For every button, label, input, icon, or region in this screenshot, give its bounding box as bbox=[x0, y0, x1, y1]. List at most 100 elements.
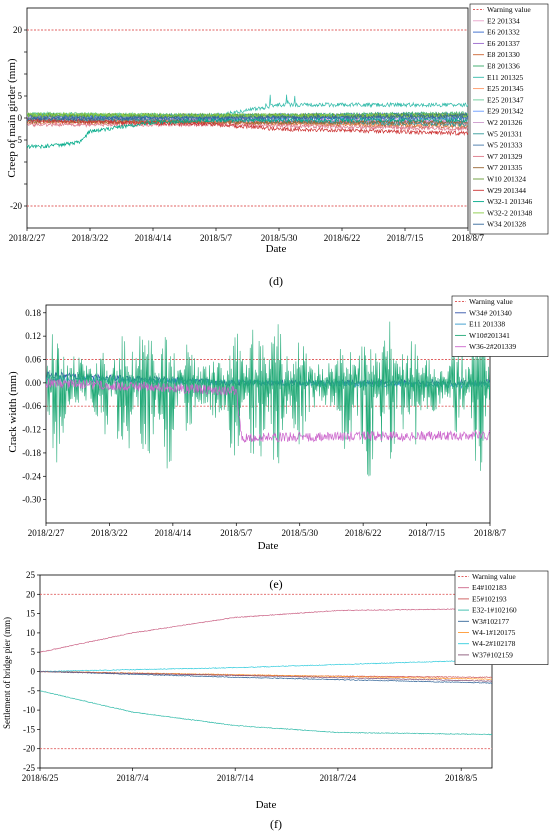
y-tick-label: -0.24 bbox=[22, 471, 41, 481]
legend-entry: E2 201334 bbox=[487, 16, 520, 25]
series-line-w10-201341 bbox=[46, 321, 490, 477]
x-tick-label: 2018/3/22 bbox=[72, 233, 109, 243]
x-tick-label: 2018/8/7 bbox=[452, 233, 485, 243]
x-axis-label: Date bbox=[266, 243, 287, 255]
panel-label: (d) bbox=[269, 274, 283, 288]
legend-box bbox=[454, 570, 549, 665]
plot-frame bbox=[45, 304, 491, 524]
x-axis-label: Date bbox=[256, 799, 277, 811]
series-line-w34-201328 bbox=[27, 112, 468, 122]
legend-entry: W32-1 201346 bbox=[487, 197, 532, 206]
x-tick-label: 2018/6/25 bbox=[22, 773, 59, 783]
legend-entry: W4-2#102178 bbox=[472, 639, 516, 648]
y-axis-label: Settlement of bridge pier (mm) bbox=[2, 617, 12, 729]
legend-entry: W5 201331 bbox=[487, 129, 522, 138]
x-tick-label: 2018/2/27 bbox=[28, 528, 65, 538]
legend-entry: W2 201326 bbox=[487, 118, 522, 127]
y-tick-label: -0.30 bbox=[22, 495, 41, 505]
legend-entry: W36-2#201339 bbox=[469, 342, 516, 351]
x-tick-label: 2018/6/22 bbox=[345, 528, 382, 538]
legend-entry: W34 201328 bbox=[487, 220, 526, 229]
x-tick-label: 2018/5/7 bbox=[200, 233, 233, 243]
series-line-w4-2-102178 bbox=[40, 659, 492, 673]
x-tick-label: 2018/8/7 bbox=[474, 528, 507, 538]
y-tick-label: 0.00 bbox=[25, 378, 41, 388]
legend-entry: Warning value bbox=[469, 297, 513, 306]
x-tick-label: 2018/3/22 bbox=[91, 528, 128, 538]
legend-entry: E6 201332 bbox=[487, 28, 520, 37]
y-tick-label: 5 bbox=[18, 91, 23, 101]
legend-entry: E29 201342 bbox=[487, 107, 524, 116]
legend-entry: W5 201333 bbox=[487, 141, 522, 150]
legend: Warning value E2 201334 E6 201332 E6 201337… bbox=[469, 3, 549, 235]
x-tick-label: 2018/6/22 bbox=[324, 233, 361, 243]
legend-entry: E25 201345 bbox=[487, 84, 524, 93]
legend: Warning value W34# 201340 E11 201338 W10#20… bbox=[451, 295, 549, 357]
y-tick-label: 20 bbox=[13, 25, 23, 35]
y-tick-label: 0.06 bbox=[25, 355, 41, 365]
plot-frame bbox=[39, 574, 493, 769]
y-tick-label: 20 bbox=[26, 589, 36, 599]
series-line-w36-2-201339 bbox=[46, 378, 490, 444]
chart-panel-e: -0.30 -0.24 -0.18 -0.12 -0.06 0.00 0.06 0.12 0.1… bbox=[7, 295, 549, 591]
x-tick-label: 2018/7/15 bbox=[408, 528, 445, 538]
legend-entry: W37#102159 bbox=[472, 650, 513, 659]
y-tick-label: 25 bbox=[26, 570, 36, 580]
legend-entry: E11 201338 bbox=[469, 320, 505, 329]
y-tick-label: 0 bbox=[18, 113, 23, 123]
legend-entry: E6 201337 bbox=[487, 39, 520, 48]
legend-entry: E5#102193 bbox=[472, 594, 507, 603]
y-tick-label: -0.06 bbox=[22, 401, 41, 411]
y-tick-label: -15 bbox=[23, 724, 35, 734]
legend-entry: E25 201347 bbox=[487, 95, 524, 104]
series-line-w32-1-201346 bbox=[27, 116, 468, 150]
x-axis-label: Date bbox=[258, 540, 279, 552]
legend-entry: W34# 201340 bbox=[469, 308, 512, 317]
legend-entry: E11 201325 bbox=[487, 73, 523, 82]
legend-entry: W3#102177 bbox=[472, 617, 509, 626]
legend-entry: E32-1#102160 bbox=[472, 606, 517, 615]
legend-entry: Warning value bbox=[472, 572, 516, 581]
legend-entry: W29 201344 bbox=[487, 186, 526, 195]
series-group bbox=[40, 608, 492, 736]
panel-label: (f) bbox=[270, 817, 282, 831]
y-tick-label: -5 bbox=[28, 686, 36, 696]
legend-entry: E8 201336 bbox=[487, 62, 520, 71]
legend-box bbox=[451, 295, 549, 357]
y-tick-label: -5 bbox=[15, 135, 23, 145]
y-tick-label: -20 bbox=[23, 744, 35, 754]
y-tick-label: 10 bbox=[26, 628, 36, 638]
legend-entry: W7 201329 bbox=[487, 152, 522, 161]
series-line-w37-102159 bbox=[40, 670, 492, 682]
y-tick-label: -20 bbox=[10, 201, 22, 211]
series-line-w4-1-120175 bbox=[40, 670, 492, 680]
x-tick-label: 2018/5/30 bbox=[261, 233, 298, 243]
series-group bbox=[46, 321, 490, 477]
chart-panel-f: -25 -20 -15 -10 -5 0 5 10 15 20 25 2018/6/25 2018/7/… bbox=[2, 570, 549, 831]
chart-panel-d: -20 -5 0 5 20 2018/2/27 2018/3/22 2018/4/14 2018… bbox=[6, 3, 549, 288]
y-tick-label: 0 bbox=[31, 667, 36, 677]
x-tick-label: 2018/7/24 bbox=[320, 773, 357, 783]
x-tick-label: 2018/5/7 bbox=[220, 528, 253, 538]
legend-box bbox=[469, 3, 549, 235]
legend-entry: W7 201335 bbox=[487, 163, 522, 172]
legend-entry: W10 201324 bbox=[487, 175, 526, 184]
y-tick-label: -0.18 bbox=[22, 448, 41, 458]
x-tick-label: 2018/2/27 bbox=[9, 233, 46, 243]
series-line-e4-102183 bbox=[40, 608, 492, 653]
legend-entry: W32-2 201348 bbox=[487, 208, 532, 217]
legend-entry: E8 201330 bbox=[487, 50, 520, 59]
y-axis-label: Crack width (mm) bbox=[7, 371, 19, 453]
y-axis-label: Creep of main girder (mm) bbox=[6, 58, 18, 177]
x-tick-label: 2018/4/14 bbox=[155, 528, 192, 538]
legend-entry: E4#102183 bbox=[472, 583, 507, 592]
x-tick-label: 2018/5/30 bbox=[281, 528, 318, 538]
y-tick-label: 0.18 bbox=[25, 308, 41, 318]
x-tick-label: 2018/7/15 bbox=[387, 233, 424, 243]
x-tick-label: 2018/4/14 bbox=[135, 233, 172, 243]
y-tick-label: -25 bbox=[23, 763, 35, 773]
y-tick-label: -10 bbox=[23, 705, 35, 715]
x-tick-label: 2018/8/5 bbox=[445, 773, 478, 783]
y-tick-label: 15 bbox=[26, 609, 36, 619]
y-tick-label: 5 bbox=[31, 647, 36, 657]
